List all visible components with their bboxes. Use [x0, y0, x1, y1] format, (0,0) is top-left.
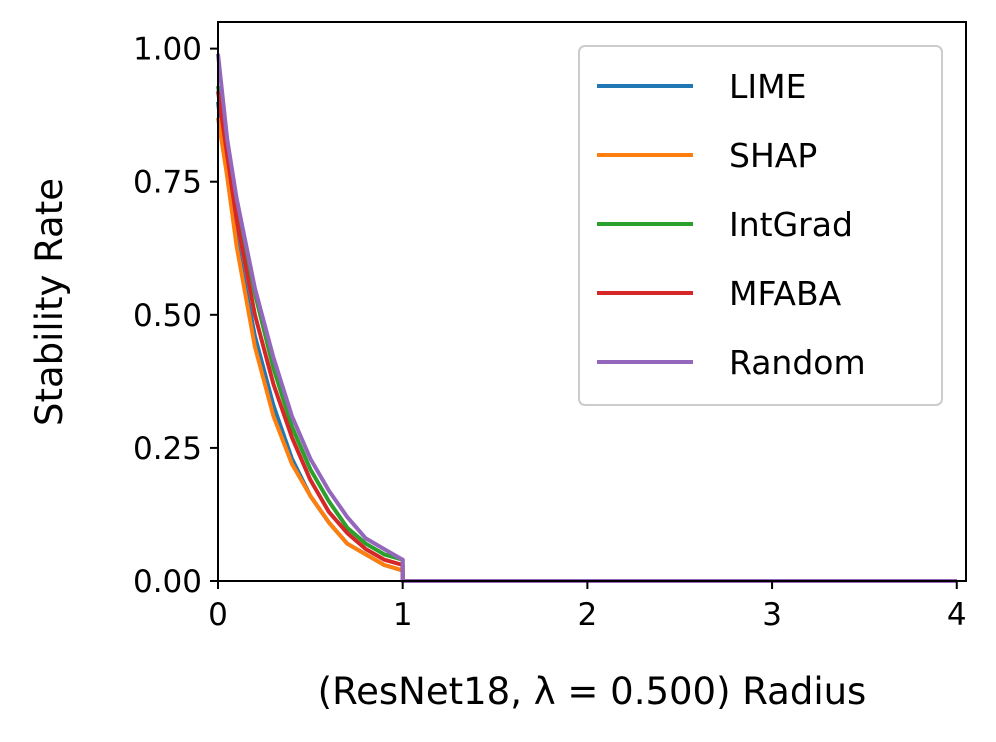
legend-label-lime: LIME — [729, 67, 806, 106]
x-axis: 0 1 2 3 4 — [208, 581, 967, 633]
legend-label-intgrad: IntGrad — [729, 205, 853, 244]
plot-lines — [216, 53, 957, 583]
legend: LIME SHAP IntGrad MFABA Random — [578, 45, 943, 406]
legend-label-shap: SHAP — [729, 136, 817, 175]
y-tick-label: 1.00 — [133, 32, 202, 68]
legend-label-random: Random — [729, 343, 866, 382]
x-axis-title: (ResNet18, λ = 0.500) Radius — [318, 670, 867, 713]
y-tick-label: 0.25 — [133, 431, 202, 467]
y-tick-label: 0.75 — [133, 165, 202, 201]
x-tick-label: 0 — [208, 597, 228, 633]
y-tick-label: 0.00 — [133, 564, 202, 600]
legend-box — [578, 45, 943, 406]
y-axis: 0.00 0.25 0.50 0.75 1.00 — [133, 32, 218, 600]
x-tick-label: 4 — [947, 597, 967, 633]
x-tick-label: 3 — [762, 597, 782, 633]
y-axis-title: Stability Rate — [28, 178, 71, 426]
series-line-shap — [216, 117, 957, 583]
plot-frame — [217, 21, 967, 582]
series-line-mfaba — [216, 90, 957, 583]
y-tick-label: 0.50 — [133, 298, 202, 334]
x-tick-label: 2 — [578, 597, 598, 633]
legend-label-mfaba: MFABA — [729, 274, 842, 313]
series-line-random — [216, 53, 957, 583]
x-tick-label: 1 — [393, 597, 413, 633]
